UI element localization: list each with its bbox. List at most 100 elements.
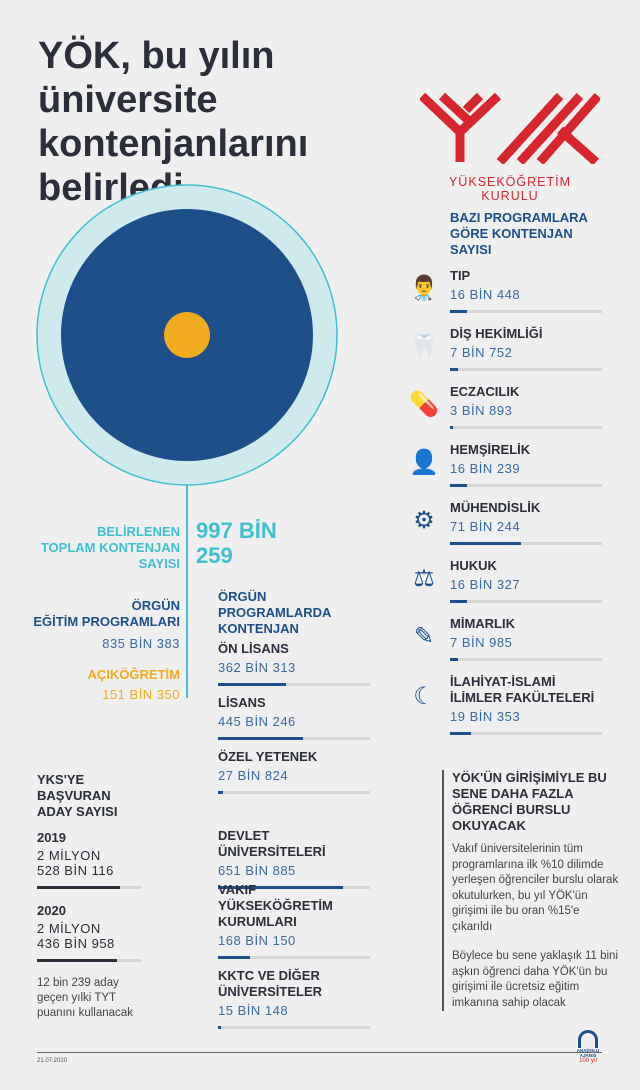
page-title: YÖK, bu yılın üniversite kontenjanlarını…	[38, 35, 309, 209]
program-bar	[450, 600, 602, 603]
orgun-program-value: 445 BİN 246	[218, 714, 296, 729]
program-bar	[450, 658, 602, 661]
ruler-pencil-icon: ✎	[413, 622, 435, 650]
program-value: 16 BİN 239	[450, 461, 521, 476]
orgun-value: 835 BİN 383	[102, 636, 180, 651]
program-bar	[450, 310, 602, 313]
program-label: TIP	[450, 268, 471, 283]
total-value-line2: 259	[196, 543, 233, 568]
crescent-icon: ☾	[413, 682, 435, 710]
engineer-icon: ⚙	[413, 506, 435, 534]
institution-value: 651 BİN 885	[218, 863, 296, 878]
acik-circle	[164, 312, 210, 358]
acik-value: 151 BİN 350	[102, 687, 180, 702]
program-value: 71 BİN 244	[450, 519, 521, 534]
scholarship-p2: Böylece bu sene yaklaşık 11 bini aşkın ö…	[452, 950, 618, 1009]
orgun-programs-heading: ÖRGÜN PROGRAMLARDA KONTENJAN	[218, 589, 331, 636]
yks-note: 12 bin 239 aday geçen yılki TYT puanını …	[37, 977, 133, 1019]
institution-bar	[218, 956, 370, 959]
program-bar	[450, 732, 602, 735]
orgun-program-item: ÖZEL YETENEK 27 BİN 824	[218, 749, 370, 794]
anniversary-logo: 100 yıl	[579, 1058, 597, 1064]
yks-bar	[37, 886, 141, 889]
yks-year: 2019	[37, 830, 66, 845]
scholarship-heading: YÖK'ÜN GİRİŞİMİYLE BU SENE DAHA FAZLA ÖĞ…	[452, 770, 607, 833]
program-item: 👨‍⚕ TIP 16 BİN 448	[409, 268, 610, 313]
institution-item: KKTC VE DİĞER ÜNİVERSİTELER 15 BİN 148	[218, 968, 370, 1029]
orgun-program-label: ÖZEL YETENEK	[218, 749, 318, 764]
institution-label: DEVLET ÜNİVERSİTELERİ	[218, 828, 326, 859]
total-value-line1: 997 BİN	[196, 518, 277, 543]
institution-value: 168 BİN 150	[218, 933, 296, 948]
yks-value-line1: 2 MİLYON	[37, 921, 101, 936]
institution-bar	[218, 886, 370, 889]
logo-text: YÜKSEKÖĞRETİM KURULU	[448, 175, 572, 203]
orgun-program-item: LİSANS 445 BİN 246	[218, 695, 370, 740]
program-label: ECZACILIK	[450, 384, 520, 399]
doctor-icon: 👨‍⚕	[409, 274, 439, 302]
program-value: 19 BİN 353	[450, 709, 521, 724]
yks-value-line2: 528 BİN 116	[37, 863, 114, 878]
acik-label: AÇIKÖĞRETİM	[87, 667, 180, 682]
yks-heading: YKS'YE BAŞVURAN ADAY SAYISI	[37, 772, 118, 819]
program-value: 3 BİN 893	[450, 403, 513, 418]
program-value: 16 BİN 327	[450, 577, 521, 592]
program-bar	[450, 368, 602, 371]
orgun-program-label: ÖN LİSANS	[218, 641, 289, 656]
medicine-icon: 💊	[409, 390, 439, 418]
institution-item: DEVLET ÜNİVERSİTELERİ 651 BİN 885	[218, 828, 370, 889]
orgun-program-value: 362 BİN 313	[218, 660, 296, 675]
aa-logo: ANADOLU AJANSI 100 yıl	[568, 1030, 608, 1064]
orgun-program-bar	[218, 683, 370, 686]
orgun-program-label: LİSANS	[218, 695, 266, 710]
footer-divider	[37, 1052, 602, 1053]
program-item: 🦷 DİŞ HEKİMLİĞİ 7 BİN 752	[409, 326, 610, 371]
total-label: BELİRLENEN TOPLAM KONTENJAN SAYISI	[40, 524, 180, 571]
program-value: 16 BİN 448	[450, 287, 521, 302]
yok-logo-mark-icon	[418, 92, 602, 166]
program-item: 👤 HEMŞİRELİK 16 BİN 239	[409, 442, 610, 487]
program-item: ☾ İLAHİYAT-İSLAMİ İLİMLER FAKÜLTELERİ 19…	[413, 674, 610, 735]
yks-year: 2020	[37, 903, 66, 918]
nurse-icon: 👤	[409, 448, 439, 476]
institution-item: VAKIF YÜKSEKÖĞRETİM KURUMLARI 168 BİN 15…	[218, 882, 370, 959]
program-value: 7 BİN 752	[450, 345, 513, 360]
program-bar	[450, 426, 602, 429]
yks-bar	[37, 959, 141, 962]
orgun-block: ÖRGÜN EĞİTİM PROGRAMLARI 835 BİN 383 AÇI…	[20, 598, 180, 702]
program-label: İLAHİYAT-İSLAMİ İLİMLER FAKÜLTELERİ	[450, 674, 595, 705]
orgun-label-2: EĞİTİM PROGRAMLARI	[33, 614, 180, 629]
yks-value-line2: 436 BİN 958	[37, 936, 115, 951]
program-bar	[450, 484, 602, 487]
program-item: ⚖ HUKUK 16 BİN 327	[413, 558, 610, 603]
total-circle-graphic	[36, 184, 338, 698]
yks-value-line1: 2 MİLYON	[37, 848, 101, 863]
institution-bar	[218, 1026, 370, 1029]
program-item: ⚙ MÜHENDİSLİK 71 BİN 244	[413, 500, 610, 545]
institution-label: KKTC VE DİĞER ÜNİVERSİTELER	[218, 968, 323, 999]
orgun-program-bar	[218, 791, 370, 794]
program-label: MİMARLIK	[450, 616, 515, 631]
orgun-program-value: 27 BİN 824	[218, 768, 289, 783]
institution-label: VAKIF YÜKSEKÖĞRETİM KURUMLARI	[218, 882, 333, 929]
yks-year-item: 2020 2 MİLYON 436 BİN 958	[37, 903, 147, 962]
program-item: ✎ MİMARLIK 7 BİN 985	[414, 616, 610, 661]
aa-logo-text: ANADOLU AJANSI	[576, 1048, 600, 1058]
yks-year-item: 2019 2 MİLYON 528 BİN 116	[37, 830, 147, 889]
scholarship-block: YÖK'ÜN GİRİŞİMİYLE BU SENE DAHA FAZLA ÖĞ…	[442, 770, 622, 1011]
program-value: 7 BİN 985	[450, 635, 513, 650]
scholarship-p1: Vakıf üniversitelerinin tüm programların…	[452, 843, 619, 933]
orgun-label: ÖRGÜN	[131, 598, 180, 613]
tooth-icon: 🦷	[409, 332, 439, 360]
total-value: 997 BİN 259	[196, 518, 277, 568]
program-label: MÜHENDİSLİK	[450, 500, 541, 515]
program-bar	[450, 542, 602, 545]
orgun-program-item: ÖN LİSANS 362 BİN 313	[218, 641, 370, 686]
program-label: HUKUK	[450, 558, 497, 573]
aa-logo-icon	[578, 1030, 598, 1048]
programs-heading: BAZI PROGRAMLARA GÖRE KONTENJAN SAYISI	[450, 210, 588, 257]
program-label: HEMŞİRELİK	[450, 442, 531, 457]
yok-logo: YÜKSEKÖĞRETİM KURULU	[418, 92, 602, 203]
program-item: 💊 ECZACILIK 3 BİN 893	[409, 384, 610, 429]
yks-block: YKS'YE BAŞVURAN ADAY SAYISI 2019 2 MİLYO…	[37, 772, 147, 1021]
